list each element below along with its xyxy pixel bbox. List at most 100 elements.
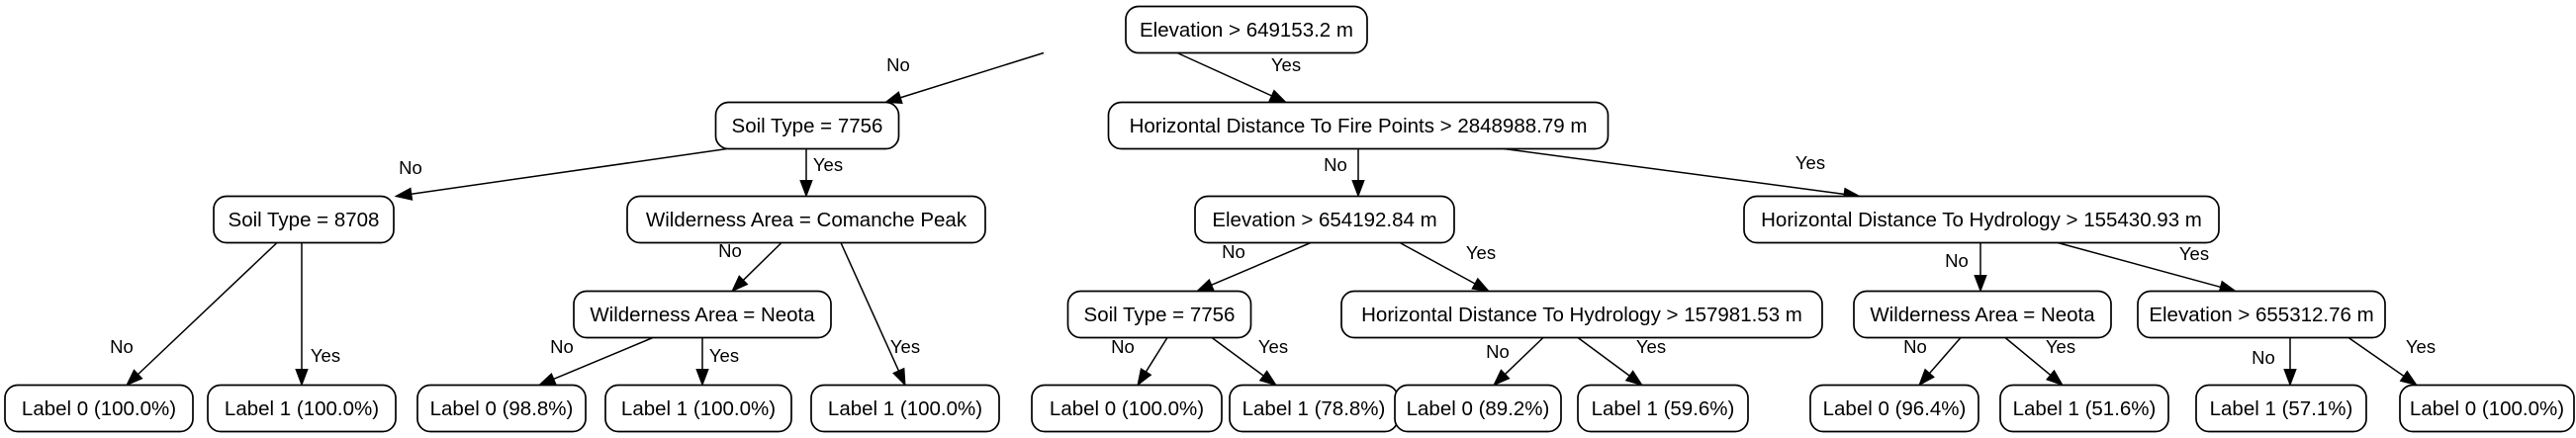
leaf-node-l5: Label 1 (100.0%) <box>810 384 1000 433</box>
edge-label-no: No <box>550 336 574 357</box>
edge-arrowhead <box>295 369 309 387</box>
edge-label-no: No <box>110 336 134 357</box>
edge-arrowhead <box>730 275 749 293</box>
node-box <box>1340 290 1823 339</box>
leaf-node-l8: Label 0 (89.2%) <box>1394 384 1562 433</box>
decision-node-n0: Elevation > 649153.2 m <box>1125 5 1368 54</box>
edge-label-no: No <box>399 157 422 178</box>
node-label: Label 0 (96.4%) <box>1823 397 1967 420</box>
edge-arrowhead <box>1351 180 1365 198</box>
edge-n2-n6 <box>1503 147 1845 196</box>
tree-edges: No Yes No Yes No Yes No Yes No Yes No Yes No Yes No Yes… <box>110 51 2436 387</box>
decision-node-n5: Elevation > 654192.84 m <box>1194 195 1455 244</box>
node-label: Label 1 (78.8%) <box>1242 397 1386 420</box>
node-label: Label 0 (100.0%) <box>2410 397 2564 420</box>
edge-arrowhead <box>1137 367 1152 387</box>
decision-node-n1: Soil Type = 7756 <box>714 101 900 150</box>
node-box <box>416 384 587 433</box>
leaf-node-l6: Label 0 (100.0%) <box>1031 384 1223 433</box>
edge-arrowhead <box>892 367 906 387</box>
node-label: Label 1 (100.0%) <box>621 397 776 420</box>
edge-label-yes: Yes <box>1258 336 1288 357</box>
edge-label-no: No <box>1111 336 1135 357</box>
node-label: Label 1 (100.0%) <box>225 397 379 420</box>
node-label: Wilderness Area = Neota <box>590 304 815 326</box>
node-box <box>626 195 986 244</box>
edge-label-yes: Yes <box>1795 152 1825 173</box>
node-label: Soil Type = 8708 <box>229 209 380 231</box>
node-box <box>1999 384 2169 433</box>
edge-arrowhead <box>1492 369 1511 387</box>
node-box <box>2399 384 2575 433</box>
edge-arrowhead <box>537 372 557 387</box>
edge-label-yes: Yes <box>1271 54 1301 75</box>
edge-label-no: No <box>1324 154 1347 175</box>
decision-node-n4: Wilderness Area = Comanche Peak <box>626 195 986 244</box>
edge-arrowhead <box>2283 369 2297 387</box>
leaf-node-l3: Label 0 (98.8%) <box>416 384 587 433</box>
decision-node-n2: Horizontal Distance To Fire Points > 284… <box>1107 101 1610 150</box>
decision-node-n10: Wilderness Area = Neota <box>1853 290 2112 339</box>
edge-label-yes: Yes <box>2179 243 2209 264</box>
decision-node-n11: Elevation > 655312.76 m <box>2137 290 2386 339</box>
node-label: Label 0 (89.2%) <box>1407 397 1550 420</box>
edge-arrowhead <box>1471 277 1491 293</box>
node-label: Horizontal Distance To Hydrology > 15798… <box>1361 304 1802 326</box>
edge-n7-l3 <box>553 336 654 381</box>
edge-n11-l13 <box>2347 336 2405 377</box>
node-box <box>1394 384 1562 433</box>
node-label: Soil Type = 7756 <box>732 115 883 137</box>
edge-n0-n1 <box>900 51 1045 99</box>
edge-n8-l7 <box>1211 336 1264 377</box>
node-box <box>2195 384 2367 433</box>
leaf-node-l13: Label 0 (100.0%) <box>2399 384 2575 433</box>
edge-label-no: No <box>1486 341 1510 362</box>
edge-label-yes: Yes <box>2406 336 2436 357</box>
leaf-node-l12: Label 1 (57.1%) <box>2195 384 2367 433</box>
node-box <box>1107 101 1610 150</box>
edge-n5-n9 <box>1399 241 1476 285</box>
edge-n5-n8 <box>1211 241 1312 286</box>
node-label: Elevation > 654192.84 m <box>1212 209 1436 231</box>
decision-node-n9: Horizontal Distance To Hydrology > 15798… <box>1340 290 1823 339</box>
leaf-node-l9: Label 1 (59.6%) <box>1577 384 1749 433</box>
edge-label-no: No <box>886 54 910 75</box>
node-label: Label 1 (100.0%) <box>828 397 982 420</box>
edge-arrowhead <box>1195 278 1215 293</box>
edge-label-no: No <box>1903 336 1927 357</box>
edge-arrowhead <box>1624 370 1644 387</box>
edge-arrowhead <box>2046 369 2065 387</box>
node-box <box>1194 195 1455 244</box>
node-box <box>1066 290 1252 339</box>
node-box <box>1577 384 1749 433</box>
decision-node-n8: Soil Type = 7756 <box>1066 290 1252 339</box>
decision-node-n7: Wilderness Area = Neota <box>573 290 832 339</box>
edge-arrowhead <box>695 369 709 387</box>
edge-arrowhead <box>1268 89 1288 104</box>
edge-n0-n2 <box>1176 51 1272 97</box>
node-box <box>4 384 194 433</box>
edge-arrowhead <box>2399 370 2419 387</box>
leaf-node-l1: Label 0 (100.0%) <box>4 384 194 433</box>
edge-label-yes: Yes <box>2046 336 2075 357</box>
node-box <box>1125 5 1368 54</box>
node-box <box>810 384 1000 433</box>
node-label: Elevation > 649153.2 m <box>1140 19 1353 42</box>
node-box <box>604 384 792 433</box>
node-box <box>1031 384 1223 433</box>
edge-label-no: No <box>2252 347 2275 368</box>
node-label: Elevation > 655312.76 m <box>2149 304 2373 326</box>
node-box <box>573 290 832 339</box>
edge-n10-l11 <box>2004 336 2052 376</box>
edge-n9-l8 <box>1505 336 1544 375</box>
edge-n6-n11 <box>2057 241 2221 289</box>
edge-label-yes: Yes <box>709 345 739 366</box>
node-box <box>1853 290 2112 339</box>
node-label: Soil Type = 7756 <box>1084 304 1236 326</box>
edge-arrowhead <box>1258 370 1278 387</box>
edge-n4-l5 <box>840 242 900 372</box>
node-box <box>2137 290 2386 339</box>
edge-label-yes: Yes <box>813 154 843 175</box>
node-box <box>714 101 900 150</box>
node-label: Horizontal Distance To Fire Points > 284… <box>1130 115 1588 137</box>
